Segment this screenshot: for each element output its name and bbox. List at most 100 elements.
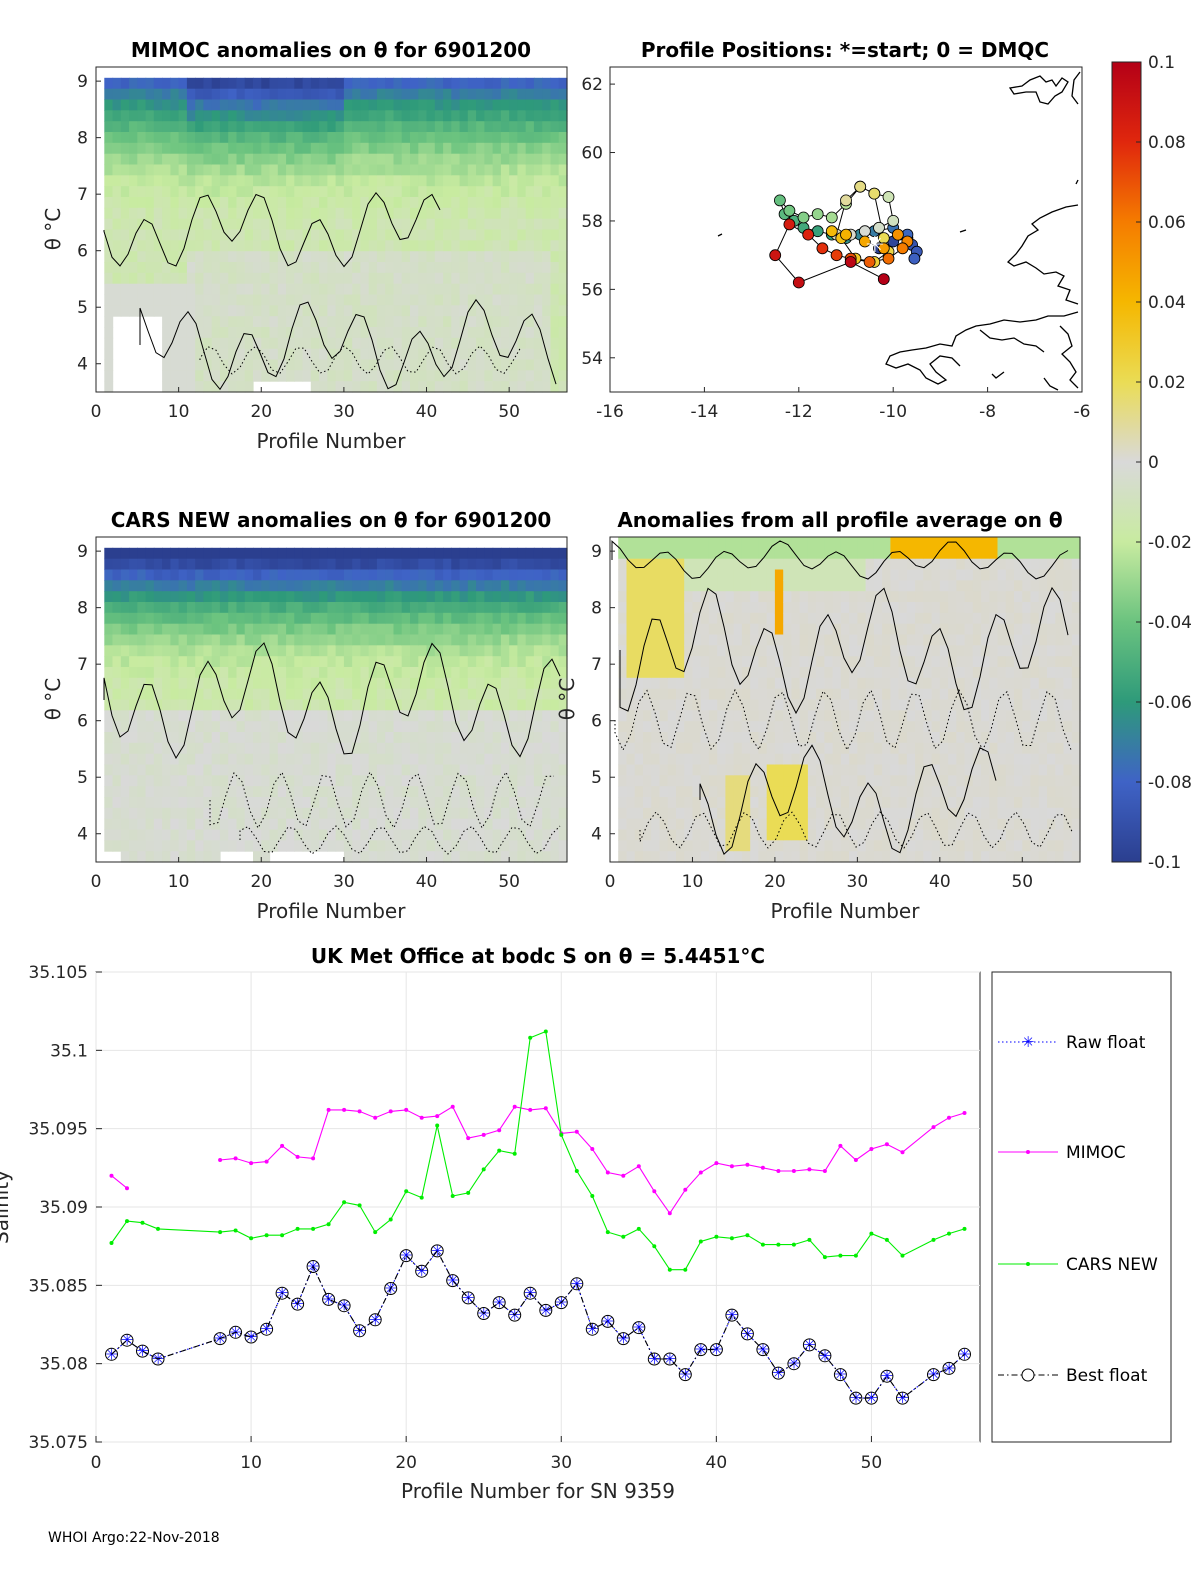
heatmap-cell <box>849 667 858 679</box>
heatmap-cell <box>368 591 378 603</box>
heatmap-cell <box>112 591 122 603</box>
heatmap-cell <box>459 316 469 328</box>
heatmap-cell <box>426 121 436 133</box>
heatmap-cell <box>319 153 328 166</box>
heatmap-cell <box>1005 580 1015 592</box>
heatmap-cell <box>849 764 858 776</box>
heatmap-cell <box>799 721 809 733</box>
heatmap-cell <box>261 272 271 285</box>
heatmap-cell <box>162 381 171 393</box>
heatmap-cell <box>162 721 171 733</box>
heatmap-cell <box>236 327 246 339</box>
heatmap-cell <box>550 742 560 755</box>
heatmap-cell <box>319 623 328 636</box>
heatmap-cell <box>410 337 419 350</box>
heatmap-cell <box>178 77 188 90</box>
heatmap-cell <box>145 132 155 144</box>
heatmap-cell <box>931 732 941 744</box>
heatmap-cell <box>700 797 710 809</box>
heatmap-cell <box>302 186 312 198</box>
heatmap-cell <box>360 240 370 252</box>
heatmap-cell <box>393 818 403 831</box>
heatmap-cell <box>467 732 477 744</box>
heatmap-cell <box>741 623 751 636</box>
heatmap-cell <box>1038 656 1048 668</box>
heatmap-cell <box>368 153 378 166</box>
heatmap-cell <box>228 153 238 166</box>
heatmap-cell <box>558 359 568 371</box>
heatmap-cell <box>434 580 444 592</box>
heatmap-cell <box>725 753 735 766</box>
heatmap-cell <box>129 558 138 571</box>
heatmap-cell <box>931 797 941 809</box>
heatmap-cell <box>236 359 246 371</box>
heatmap-cell <box>368 818 378 831</box>
heatmap-cell <box>302 337 312 350</box>
heatmap-cell <box>327 753 337 766</box>
heatmap-cell <box>542 742 552 755</box>
heatmap-cell <box>676 645 685 657</box>
heatmap-cell <box>890 688 900 701</box>
heatmap-cell <box>104 612 114 625</box>
heatmap-cell <box>401 623 411 636</box>
heatmap-cell <box>890 775 900 787</box>
heatmap-cell <box>1055 753 1065 766</box>
heatmap-cell <box>750 558 759 571</box>
heatmap-cell <box>525 132 535 144</box>
heatmap-cell <box>186 132 196 144</box>
heatmap-cell <box>500 164 510 176</box>
heatmap-cell <box>294 547 304 560</box>
heatmap-cell <box>186 602 196 614</box>
heatmap-cell <box>558 153 568 166</box>
heatmap-cell <box>717 818 726 831</box>
heatmap-cell <box>1022 840 1032 852</box>
heatmap-cell <box>1055 667 1065 679</box>
heatmap-cell <box>451 797 461 809</box>
heatmap-cell <box>385 677 395 690</box>
heatmap-cell <box>393 77 403 90</box>
heatmap-cell <box>434 710 444 722</box>
heatmap-cell <box>634 786 644 798</box>
heatmap-cell <box>186 77 196 90</box>
heatmap-cell <box>459 132 469 144</box>
heatmap-cell <box>651 677 660 690</box>
heatmap-cell <box>1055 699 1065 711</box>
heatmap-cell <box>178 218 188 231</box>
heatmap-cell <box>898 634 908 646</box>
heatmap-cell <box>401 197 411 209</box>
heatmap-cell <box>700 667 710 679</box>
heatmap-cell <box>1005 710 1015 722</box>
heatmap-cell <box>857 558 867 571</box>
cars-xlabel: Profile Number <box>257 899 407 923</box>
heatmap-cell <box>277 732 287 744</box>
heatmap-cell <box>517 645 527 657</box>
heatmap-cell <box>634 645 644 657</box>
heatmap-cell <box>467 656 477 668</box>
heatmap-cell <box>195 732 205 744</box>
heatmap-cell <box>500 818 510 831</box>
heatmap-cell <box>426 612 436 625</box>
heatmap-cell <box>774 547 784 560</box>
heatmap-cell <box>492 142 502 155</box>
heatmap-cell <box>533 742 543 755</box>
heatmap-cell <box>120 840 130 852</box>
heatmap-cell <box>186 612 196 625</box>
heatmap-cell <box>286 110 295 122</box>
heatmap-cell <box>783 786 792 798</box>
heatmap-cell <box>939 710 949 722</box>
heatmap-cell <box>467 764 477 776</box>
heatmap-cell <box>145 677 155 690</box>
heatmap-cell <box>319 645 328 657</box>
heatmap-cell <box>137 240 147 252</box>
heatmap-cell <box>849 797 858 809</box>
heatmap-cell <box>104 229 114 241</box>
heatmap-cell <box>195 88 205 101</box>
heatmap-cell <box>492 623 502 636</box>
heatmap-cell <box>170 645 180 657</box>
heatmap-cell <box>129 851 138 863</box>
heatmap-cell <box>236 240 246 252</box>
heatmap-cell <box>459 786 469 798</box>
heatmap-cell <box>236 99 246 111</box>
heatmap-cell <box>195 591 205 603</box>
heatmap-cell <box>816 786 825 798</box>
